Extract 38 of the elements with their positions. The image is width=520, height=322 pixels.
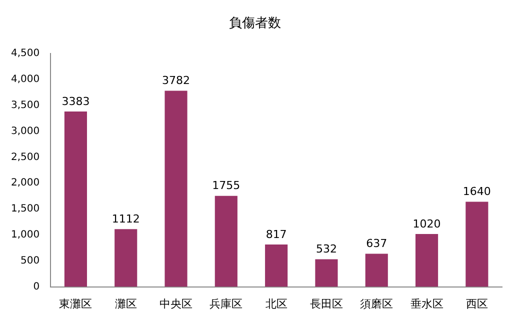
x-tick-label: 西区: [466, 297, 488, 310]
y-tick-label: 0: [33, 281, 40, 292]
bar: [315, 259, 338, 287]
x-tick-label: 中央区: [160, 297, 193, 310]
x-tick-label: 兵庫区: [210, 297, 243, 310]
bar: [214, 196, 238, 287]
bar: [114, 229, 138, 287]
data-label: 1020: [412, 217, 441, 230]
x-tick-label: 東灘区: [59, 297, 92, 310]
y-tick-label: 4,000: [10, 74, 40, 86]
data-label: 1640: [462, 185, 491, 198]
chart-title: 負傷者数: [229, 16, 281, 32]
data-label: 1755: [212, 179, 240, 192]
x-tick-label: 垂水区: [410, 297, 444, 310]
x-tick-label: 長田区: [310, 297, 343, 310]
bar: [265, 244, 288, 287]
y-tick-label: 3,000: [10, 126, 40, 137]
x-tick-label: 灘区: [114, 297, 137, 310]
data-label: 3383: [62, 94, 90, 108]
bar: [64, 111, 87, 287]
bar: [365, 254, 388, 287]
bar: [415, 234, 438, 287]
y-tick-label: 4,500: [10, 48, 40, 60]
y-tick-label: 500: [20, 255, 40, 266]
y-tick-label: 2,500: [10, 152, 40, 163]
data-label: 1112: [112, 212, 140, 226]
data-label: 817: [266, 228, 287, 241]
x-tick-label: 北区: [265, 297, 288, 310]
x-tick-label: 須磨区: [360, 297, 394, 310]
y-tick-label: 1,500: [10, 204, 40, 215]
bar: [466, 202, 488, 287]
data-label: 532: [316, 242, 337, 256]
y-tick-label: 2,000: [10, 178, 40, 189]
y-tick-label: 1,000: [10, 230, 40, 241]
y-tick-label: 3,500: [10, 100, 40, 112]
data-label: 3782: [162, 74, 190, 88]
data-label: 637: [366, 237, 388, 250]
bar: [164, 90, 188, 287]
